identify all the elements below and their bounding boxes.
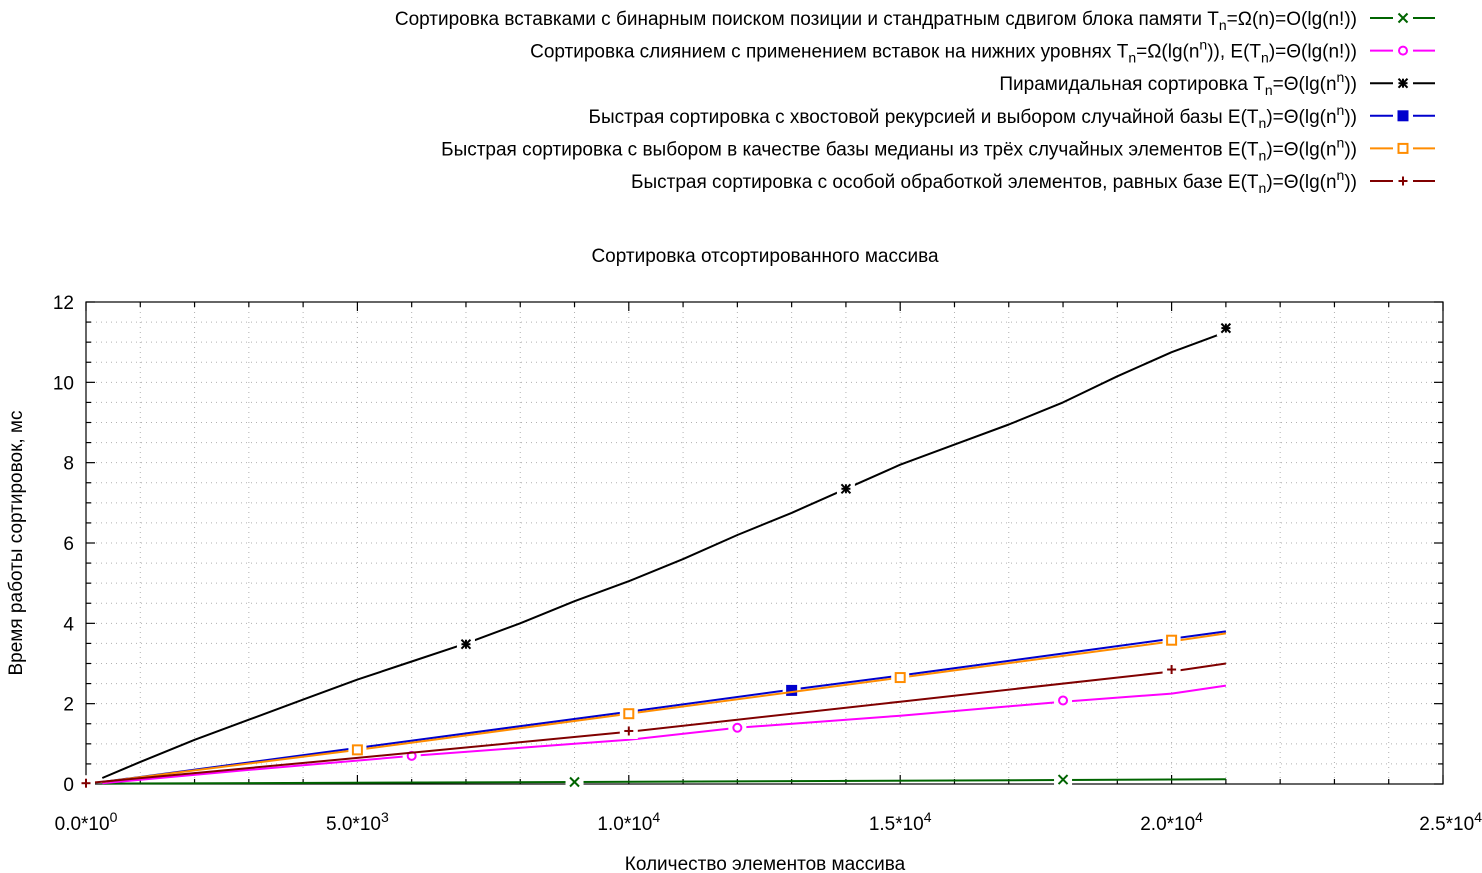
legend-label: Быстрая сортировка с хвостовой рекурсией… (589, 102, 1358, 131)
point-plus (81, 778, 91, 788)
legend-entry-6: Быстрая сортировка с особой обработкой э… (631, 167, 1435, 196)
series-line (85, 662, 1227, 785)
legend: Сортировка вставками с бинарным поиском … (395, 9, 1435, 196)
x-tick-label: 2.5*104 (1419, 809, 1482, 835)
point-star (1220, 322, 1232, 334)
point-x (569, 776, 580, 788)
point-x (1057, 774, 1069, 785)
x-axis-label: Количество элементов массива (625, 854, 906, 873)
point-square-filled (1397, 110, 1409, 122)
point-circle (1398, 45, 1408, 56)
x-tick-label: 1.0*104 (597, 809, 660, 835)
legend-label: Быстрая сортировка с особой обработкой э… (631, 167, 1357, 196)
series-line (101, 331, 1227, 779)
legend-label: Быстрая сортировка с выбором в качестве … (441, 134, 1357, 163)
point-square-open (1397, 142, 1409, 154)
point-square-open (623, 708, 635, 720)
series-line (102, 778, 1226, 785)
point-star (1397, 77, 1409, 89)
point-plus (1398, 176, 1408, 186)
series-3 (101, 320, 1235, 779)
point-plus (1167, 665, 1177, 675)
y-tick-label: 8 (63, 454, 74, 475)
series-6 (77, 661, 1227, 792)
grid (86, 302, 1443, 784)
legend-entry-3: Пирамидальная сортировка Tn​=Θ(lg(nn​)) (999, 69, 1435, 98)
point-square-filled (786, 684, 798, 696)
series-1 (102, 771, 1226, 790)
point-square-open (351, 744, 363, 756)
y-tick-label: 4 (63, 614, 74, 635)
y-tick-label: 2 (63, 695, 74, 716)
y-axis-label: Время работы сортировок, мс (6, 411, 27, 676)
point-plus (624, 726, 634, 736)
point-square-open (894, 672, 906, 684)
y-tick-label: 10 (53, 373, 74, 394)
series-line (102, 632, 1227, 783)
point-x (1397, 12, 1409, 24)
plot-frame (85, 301, 1444, 785)
point-star (840, 483, 852, 494)
point-circle (1058, 695, 1069, 706)
x-tick-label: 5.0*103 (326, 809, 389, 835)
chart-title: Сортировка отсортированного массива (591, 246, 939, 267)
legend-label: Пирамидальная сортировка Tn​=Θ(lg(nn​)) (999, 69, 1357, 98)
legend-entry-1: Сортировка вставками с бинарным поиском … (395, 9, 1435, 33)
y-tick-labels: 0 2 4 6 8 10 12 (53, 293, 75, 796)
legend-label: Сортировка вставками с бинарным поиском … (395, 9, 1357, 33)
x-tick-label: 1.5*104 (869, 809, 932, 835)
legend-entry-2: Сортировка слиянием с применением вставо… (530, 37, 1435, 66)
series-line (102, 684, 1227, 785)
series-2 (102, 684, 1227, 785)
x-tick-label: 0.0*100 (55, 809, 118, 835)
y-tick-label: 12 (53, 293, 74, 314)
y-tick-label: 0 (63, 775, 74, 796)
point-circle (732, 722, 743, 733)
point-square-open (1166, 634, 1178, 646)
legend-entry-5: Быстрая сортировка с выбором в качестве … (441, 134, 1435, 163)
legend-label: Сортировка слиянием с применением вставо… (530, 37, 1357, 66)
y-tick-label: 6 (63, 534, 74, 555)
x-tick-label: 2.0*104 (1140, 809, 1203, 835)
series-5 (102, 632, 1227, 783)
ticks (85, 301, 1444, 785)
x-tick-labels: 0.0*100 5.0*103 1.0*104 1.5*104 2.0*104 2.5*1… (55, 809, 1482, 835)
legend-entry-4: Быстрая сортировка с хвостовой рекурсией… (589, 102, 1435, 131)
series-group (77, 320, 1235, 792)
point-star (460, 639, 472, 650)
